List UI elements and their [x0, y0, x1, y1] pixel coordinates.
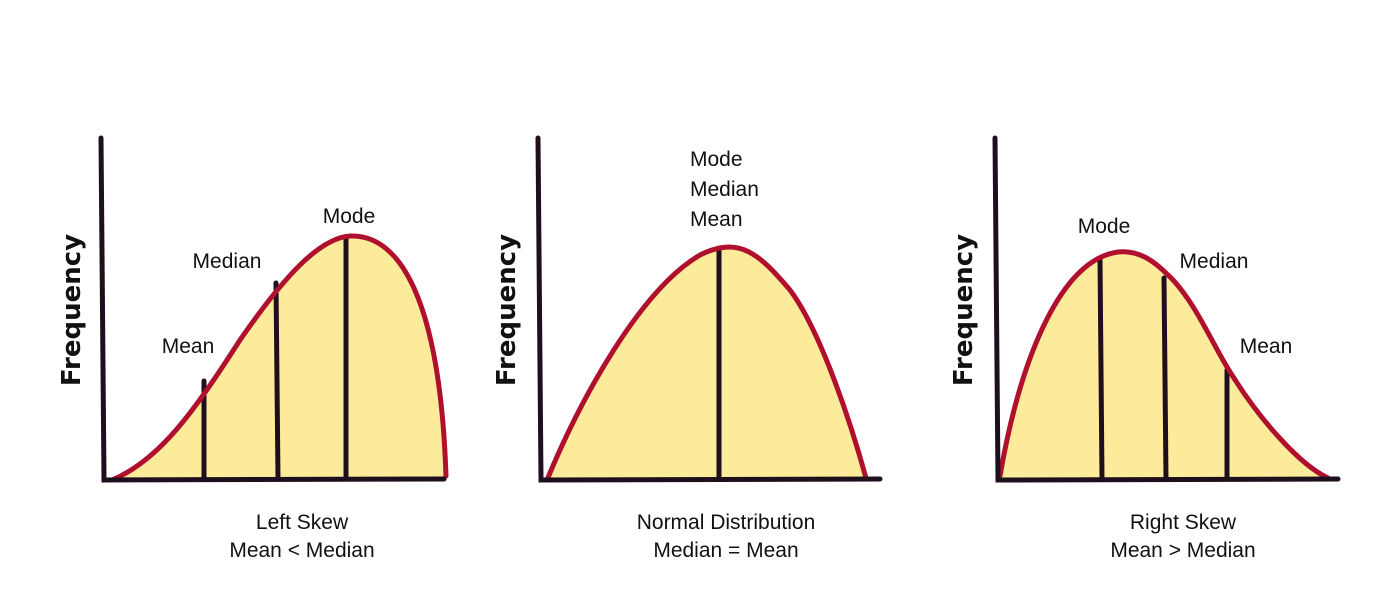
left-skew-median-label: Median	[193, 250, 262, 273]
normal-caption-line2: Median = Mean	[653, 539, 798, 562]
left-skew-caption-line2: Mean < Median	[229, 539, 374, 562]
left-skew-mode-label: Mode	[323, 205, 376, 228]
normal-y-label: Frequency	[492, 234, 522, 386]
right-skew-caption-line2: Mean > Median	[1110, 539, 1255, 562]
right-skew-caption-line1: Right Skew	[1130, 511, 1237, 534]
left-skew-axes	[98, 135, 447, 483]
right-skew-mode-line	[1097, 255, 1105, 482]
panel-left-skew: Frequency Mean Median Mode Left Skew Mea…	[57, 135, 449, 562]
normal-area	[547, 247, 866, 480]
left-skew-curve	[109, 233, 449, 483]
right-skew-median-line	[1161, 275, 1169, 482]
right-skew-y-label: Frequency	[949, 234, 979, 386]
right-skew-curve	[997, 249, 1331, 481]
normal-mode-label: Mode	[690, 148, 743, 171]
left-skew-mean-label: Mean	[162, 335, 215, 358]
left-skew-y-label: Frequency	[57, 234, 87, 386]
left-skew-caption-line1: Left Skew	[256, 511, 349, 534]
normal-caption-line1: Normal Distribution	[637, 511, 816, 534]
normal-axes	[535, 135, 883, 483]
panel-right-skew: Frequency Mode Median Mean Right Skew Me…	[949, 135, 1341, 562]
right-skew-median-label: Median	[1180, 250, 1249, 273]
right-skew-mean-label: Mean	[1240, 335, 1293, 358]
right-skew-mode-label: Mode	[1078, 215, 1131, 238]
left-skew-median-line	[273, 280, 281, 482]
normal-curve	[544, 244, 869, 483]
normal-mean-label: Mean	[690, 208, 743, 231]
normal-median-label: Median	[690, 178, 759, 201]
panel-normal: Frequency Mode Median Mean Normal Distri…	[492, 135, 883, 562]
right-skew-axes	[992, 135, 1341, 483]
